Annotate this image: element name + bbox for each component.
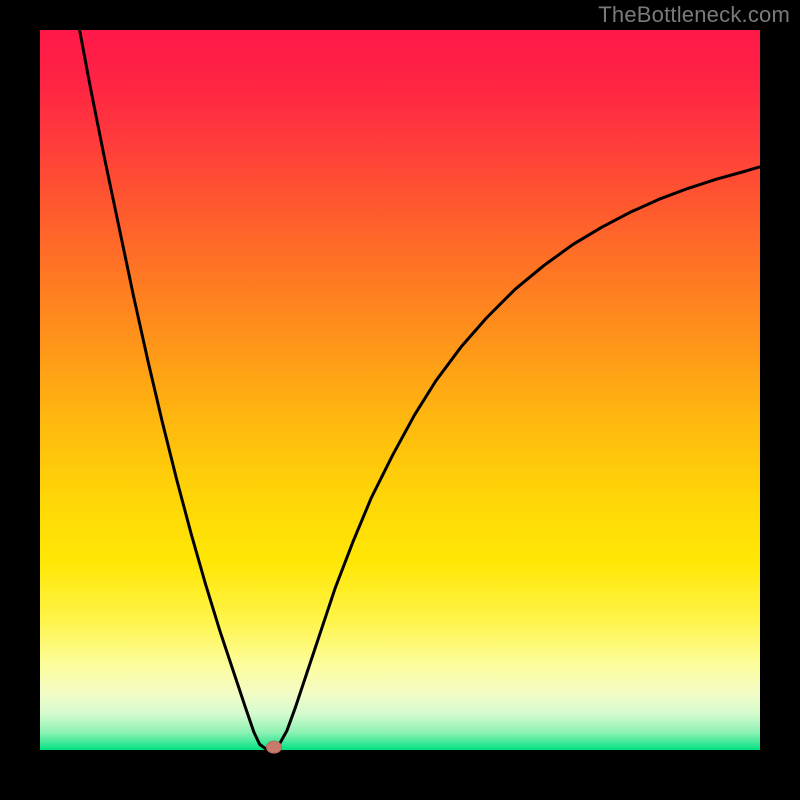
plot-background xyxy=(40,30,760,750)
bottleneck-chart xyxy=(0,0,800,800)
optimal-point-marker xyxy=(267,741,282,753)
chart-frame: TheBottleneck.com xyxy=(0,0,800,800)
